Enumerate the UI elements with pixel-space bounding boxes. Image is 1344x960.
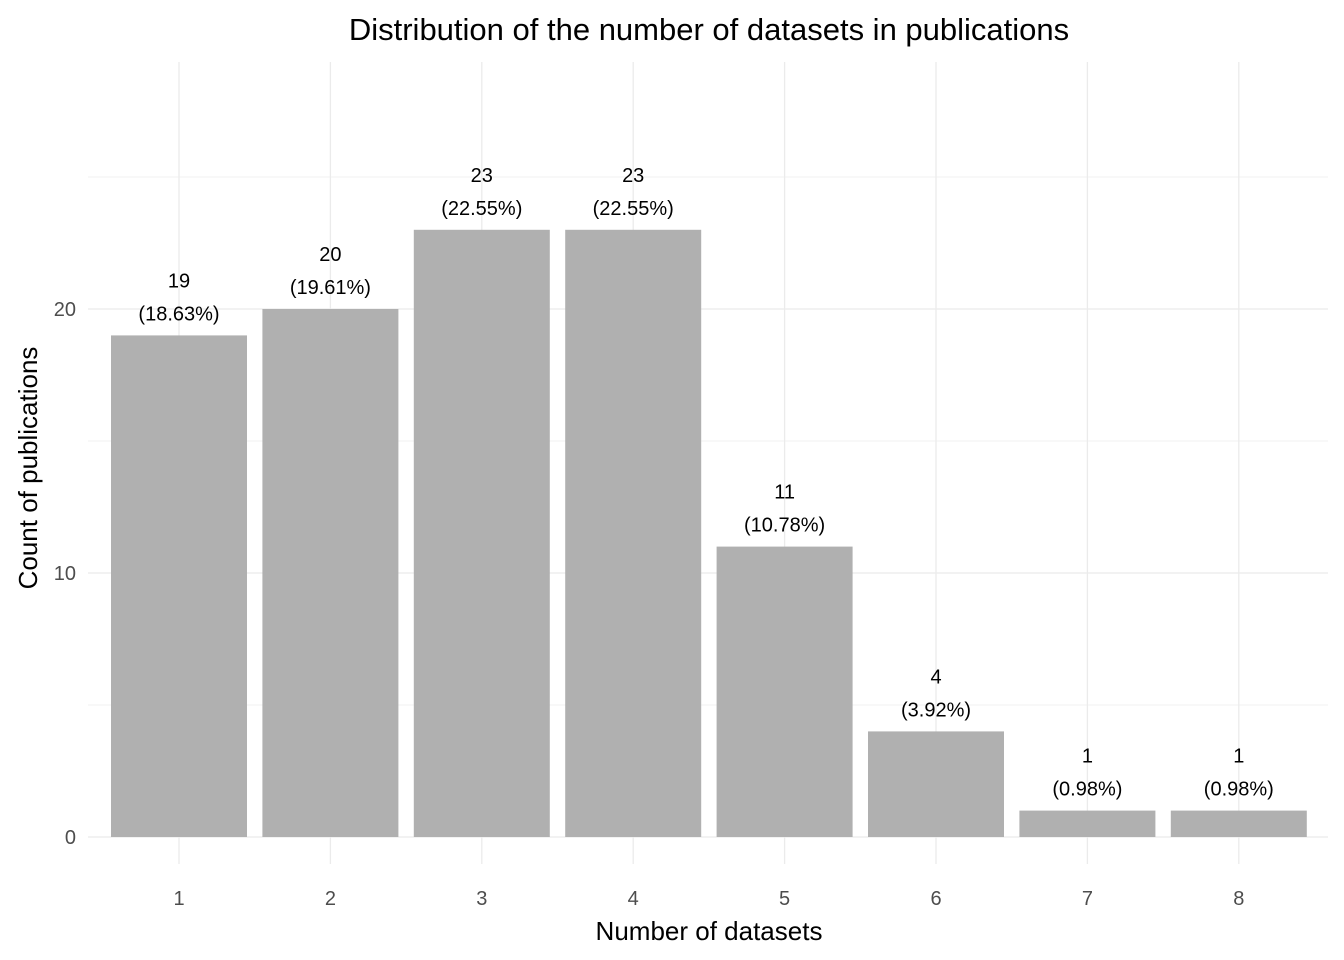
bar-count-label: 19 [168,270,190,292]
bar-count-label: 1 [1082,746,1093,768]
bar-count-label: 23 [471,165,493,187]
bar-count-label: 1 [1233,746,1244,768]
x-tick-label: 1 [173,888,184,910]
y-tick-label: 10 [54,563,76,585]
x-tick-label: 4 [628,888,639,910]
bar [413,229,550,838]
bar-percent-label: (22.55%) [593,198,674,220]
x-axis-title: Number of datasets [596,916,823,946]
bar-percent-label: (22.55%) [441,198,522,220]
chart-title: Distribution of the number of datasets i… [349,12,1069,47]
x-tick-label: 7 [1082,888,1093,910]
bar [1019,810,1156,837]
y-axis-title: Count of publications [13,347,43,590]
bar-percent-label: (18.63%) [138,303,219,325]
x-tick-label: 8 [1233,888,1244,910]
x-tick-label: 5 [779,888,790,910]
data-labels: 19 (18.63%) 20 (19.61%) 23 (22.55%) 23 (22.55%)… [138,165,1273,801]
bar-percent-label: (3.92%) [901,699,971,721]
bar [1170,810,1307,837]
y-tick-label: 20 [54,299,76,321]
x-tick-label: 6 [930,888,941,910]
bars [111,229,1307,838]
x-tick-label: 2 [325,888,336,910]
x-tick-label: 3 [476,888,487,910]
y-tick-label: 0 [65,827,76,849]
bar [111,335,247,837]
axis-ticks: 0 10 20 1 2 3 4 5 6 7 8 [54,299,1245,910]
bar [262,309,399,837]
bar-percent-label: (10.78%) [744,515,825,537]
bar [868,731,1004,837]
bar-percent-label: (0.98%) [1052,779,1122,801]
bar-percent-label: (19.61%) [290,277,371,299]
bar [716,546,853,837]
bar-count-label: 23 [622,165,644,187]
bar-count-label: 4 [930,666,941,688]
bar-count-label: 20 [319,244,341,266]
bar [565,229,702,838]
bar-count-label: 11 [774,482,795,504]
bar-percent-label: (0.98%) [1204,779,1274,801]
